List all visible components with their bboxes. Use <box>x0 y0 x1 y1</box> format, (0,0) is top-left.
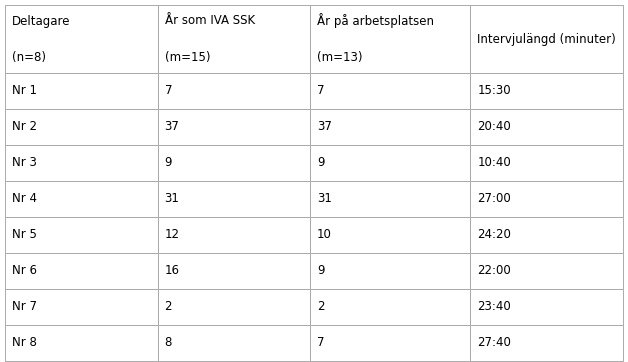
Bar <box>5 217 158 253</box>
Bar <box>5 181 158 217</box>
Text: 9: 9 <box>165 156 172 169</box>
Bar <box>470 289 623 325</box>
Bar <box>5 5 158 73</box>
Bar <box>310 145 470 181</box>
Text: 8: 8 <box>165 337 172 349</box>
Text: 15:30: 15:30 <box>477 84 511 97</box>
Text: Deltagare

(n=8): Deltagare (n=8) <box>12 14 70 63</box>
Bar <box>470 325 623 361</box>
Text: 9: 9 <box>317 265 325 278</box>
Bar <box>158 5 310 73</box>
Text: 27:00: 27:00 <box>477 193 511 206</box>
Text: 37: 37 <box>165 121 180 134</box>
Text: 24:20: 24:20 <box>477 228 511 241</box>
Text: Nr 4: Nr 4 <box>12 193 37 206</box>
Text: 16: 16 <box>165 265 180 278</box>
Text: Nr 1: Nr 1 <box>12 84 37 97</box>
Bar <box>310 5 470 73</box>
Text: 31: 31 <box>165 193 180 206</box>
Text: 7: 7 <box>317 84 325 97</box>
Text: 10: 10 <box>317 228 332 241</box>
Bar <box>158 253 310 289</box>
Bar <box>5 325 158 361</box>
Text: 37: 37 <box>317 121 332 134</box>
Bar <box>5 289 158 325</box>
Bar <box>470 253 623 289</box>
Text: 10:40: 10:40 <box>477 156 511 169</box>
Bar <box>158 325 310 361</box>
Text: 2: 2 <box>317 300 325 313</box>
Bar <box>158 73 310 109</box>
Bar <box>470 145 623 181</box>
Text: 9: 9 <box>317 156 325 169</box>
Text: 27:40: 27:40 <box>477 337 511 349</box>
Bar <box>158 145 310 181</box>
Bar <box>310 109 470 145</box>
Text: 2: 2 <box>165 300 172 313</box>
Bar <box>158 109 310 145</box>
Bar <box>470 217 623 253</box>
Bar <box>310 73 470 109</box>
Bar <box>310 253 470 289</box>
Bar <box>5 73 158 109</box>
Bar <box>158 181 310 217</box>
Text: Nr 6: Nr 6 <box>12 265 37 278</box>
Bar <box>310 181 470 217</box>
Bar <box>5 145 158 181</box>
Text: Nr 3: Nr 3 <box>12 156 37 169</box>
Bar <box>5 109 158 145</box>
Text: 31: 31 <box>317 193 332 206</box>
Text: Nr 7: Nr 7 <box>12 300 37 313</box>
Bar <box>470 181 623 217</box>
Text: År på arbetsplatsen

(m=13): År på arbetsplatsen (m=13) <box>317 13 434 64</box>
Bar <box>158 289 310 325</box>
Text: 22:00: 22:00 <box>477 265 511 278</box>
Bar <box>5 253 158 289</box>
Bar <box>158 217 310 253</box>
Text: 20:40: 20:40 <box>477 121 511 134</box>
Bar <box>310 217 470 253</box>
Text: Nr 5: Nr 5 <box>12 228 37 241</box>
Bar <box>310 325 470 361</box>
Text: Intervjulängd (minuter): Intervjulängd (minuter) <box>477 33 616 46</box>
Bar <box>310 289 470 325</box>
Bar <box>470 73 623 109</box>
Text: År som IVA SSK

(m=15): År som IVA SSK (m=15) <box>165 14 255 63</box>
Text: 7: 7 <box>317 337 325 349</box>
Text: 7: 7 <box>165 84 172 97</box>
Text: Nr 8: Nr 8 <box>12 337 37 349</box>
Bar <box>470 5 623 73</box>
Bar <box>470 109 623 145</box>
Text: 12: 12 <box>165 228 180 241</box>
Text: 23:40: 23:40 <box>477 300 511 313</box>
Text: Nr 2: Nr 2 <box>12 121 37 134</box>
